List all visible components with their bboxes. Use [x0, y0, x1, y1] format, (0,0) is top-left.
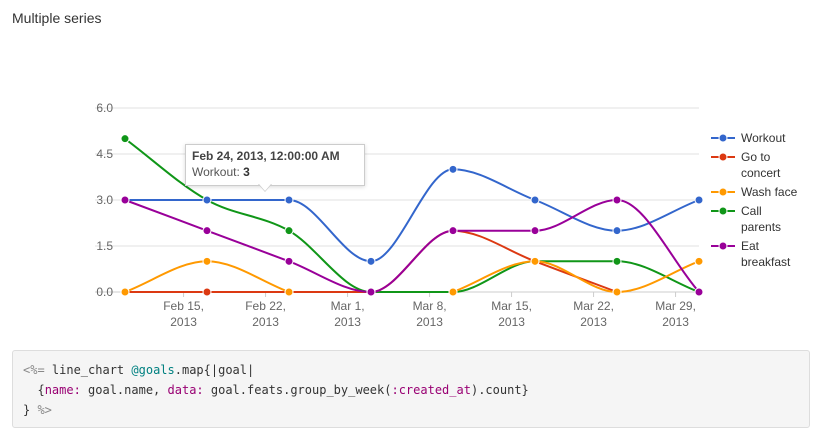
x-tick-label: Mar 1, [331, 299, 365, 313]
tooltip-series-label: Workout: [192, 165, 240, 179]
legend-marker-workout [718, 133, 728, 143]
data-point-eat-breakfast[interactable] [448, 226, 458, 236]
data-point-eat-breakfast[interactable] [284, 256, 294, 266]
code-line-1: <%= line_chart @goals.map{|goal| [23, 363, 254, 377]
y-tick-label: 6.0 [96, 101, 113, 115]
data-point-eat-breakfast[interactable] [530, 226, 540, 236]
code-text: { [23, 383, 45, 397]
y-tick-label: 0.0 [96, 285, 113, 299]
legend-label-wash-face[interactable]: Wash face [741, 185, 798, 199]
tooltip-title: Feb 24, 2013, 12:00:00 AM [192, 149, 340, 163]
data-point-go-to-concert[interactable] [202, 287, 212, 297]
series-line-wash-face [124, 260, 290, 293]
legend: Workout Go to concert Wash face Call parents E… [711, 131, 798, 269]
data-point-workout[interactable] [694, 195, 704, 205]
data-point-eat-breakfast[interactable] [120, 195, 130, 205]
code-line-2: {name: goal.name, data: goal.feats.group… [23, 383, 529, 397]
y-axis-ticks: 0.0 1.5 3.0 4.5 6.0 [96, 101, 113, 299]
data-point-wash-face[interactable] [448, 287, 458, 297]
tooltip-value: 3 [243, 165, 250, 179]
code-erb-open: <%= [23, 363, 45, 377]
code-snippet: <%= line_chart @goals.map{|goal| {name: … [12, 350, 810, 428]
data-point-call-parents[interactable] [120, 134, 130, 144]
section-title: Multiple series [12, 10, 102, 26]
data-point-workout[interactable] [366, 256, 376, 266]
data-point-wash-face[interactable] [202, 256, 212, 266]
code-text: goal.feats.group_by_week( [203, 383, 392, 397]
data-point-workout[interactable] [202, 195, 212, 205]
legend-marker-wash-face [718, 187, 728, 197]
data-point-workout[interactable] [612, 226, 622, 236]
code-key: name: [44, 383, 81, 397]
x-tick-label: 2013 [498, 315, 525, 329]
x-tick-label: 2013 [662, 315, 689, 329]
code-key: data: [167, 383, 204, 397]
x-tick-label: Feb 22, [245, 299, 286, 313]
x-tick-label: Mar 8, [413, 299, 447, 313]
legend-label-workout[interactable]: Workout [741, 131, 786, 145]
data-point-workout[interactable] [284, 195, 294, 205]
x-tick-label: Mar 29, [655, 299, 696, 313]
legend-label-call-parents[interactable]: parents [741, 220, 781, 234]
data-point-wash-face[interactable] [694, 256, 704, 266]
code-ivar: @goals [131, 363, 175, 377]
x-tick-label: 2013 [416, 315, 443, 329]
tooltip-body: Workout: 3 [192, 165, 250, 179]
data-point-call-parents[interactable] [612, 256, 622, 266]
code-erb-close: %> [37, 403, 52, 417]
y-tick-label: 3.0 [96, 193, 113, 207]
legend-marker-go-to-concert [718, 152, 728, 162]
code-text: .map{|goal| [174, 363, 255, 377]
x-tick-label: Feb 15, [163, 299, 204, 313]
data-point-wash-face[interactable] [530, 256, 540, 266]
code-line-3: } %> [23, 403, 52, 417]
legend-label-go-to-concert[interactable]: Go to [741, 150, 771, 164]
data-point-eat-breakfast[interactable] [612, 195, 622, 205]
code-text: ).count} [470, 383, 529, 397]
data-point-workout[interactable] [530, 195, 540, 205]
data-point-eat-breakfast[interactable] [694, 287, 704, 297]
legend-label-eat-breakfast[interactable]: Eat [741, 239, 760, 253]
data-point-call-parents[interactable] [284, 226, 294, 236]
series-points [120, 134, 704, 297]
x-tick-label: 2013 [334, 315, 361, 329]
legend-label-call-parents[interactable]: Call [741, 204, 762, 218]
series-line-workout [125, 168, 700, 263]
line-chart: 0.0 1.5 3.0 4.5 6.0 Feb 15, 2013 Feb 22, 2013 Ma… [95, 101, 798, 329]
chart-tooltip: Feb 24, 2013, 12:00:00 AM Workout: 3 [185, 144, 365, 186]
x-tick-label: 2013 [580, 315, 607, 329]
data-point-wash-face[interactable] [120, 287, 130, 297]
x-axis-ticks: Feb 15, 2013 Feb 22, 2013 Mar 1, 2013 Mar 8, 20… [163, 292, 696, 329]
series-line-wash-face [452, 260, 700, 294]
code-text: } [23, 403, 38, 417]
data-point-wash-face[interactable] [284, 287, 294, 297]
legend-label-eat-breakfast[interactable]: breakfast [741, 255, 791, 269]
tooltip-arrow-inner [259, 184, 271, 191]
data-point-eat-breakfast[interactable] [202, 226, 212, 236]
x-tick-label: 2013 [170, 315, 197, 329]
data-point-workout[interactable] [448, 164, 458, 174]
data-point-eat-breakfast[interactable] [366, 287, 376, 297]
x-tick-label: Mar 22, [573, 299, 614, 313]
legend-label-go-to-concert[interactable]: concert [741, 166, 781, 180]
x-tick-label: Mar 15, [491, 299, 532, 313]
data-point-wash-face[interactable] [612, 287, 622, 297]
legend-marker-call-parents [718, 206, 728, 216]
x-tick-label: 2013 [252, 315, 279, 329]
legend-marker-eat-breakfast [718, 241, 728, 251]
code-text: goal.name, [80, 383, 168, 397]
y-tick-label: 4.5 [96, 147, 113, 161]
code-text: line_chart [44, 363, 132, 377]
code-symbol: :created_at [391, 383, 471, 397]
y-tick-label: 1.5 [96, 239, 113, 253]
